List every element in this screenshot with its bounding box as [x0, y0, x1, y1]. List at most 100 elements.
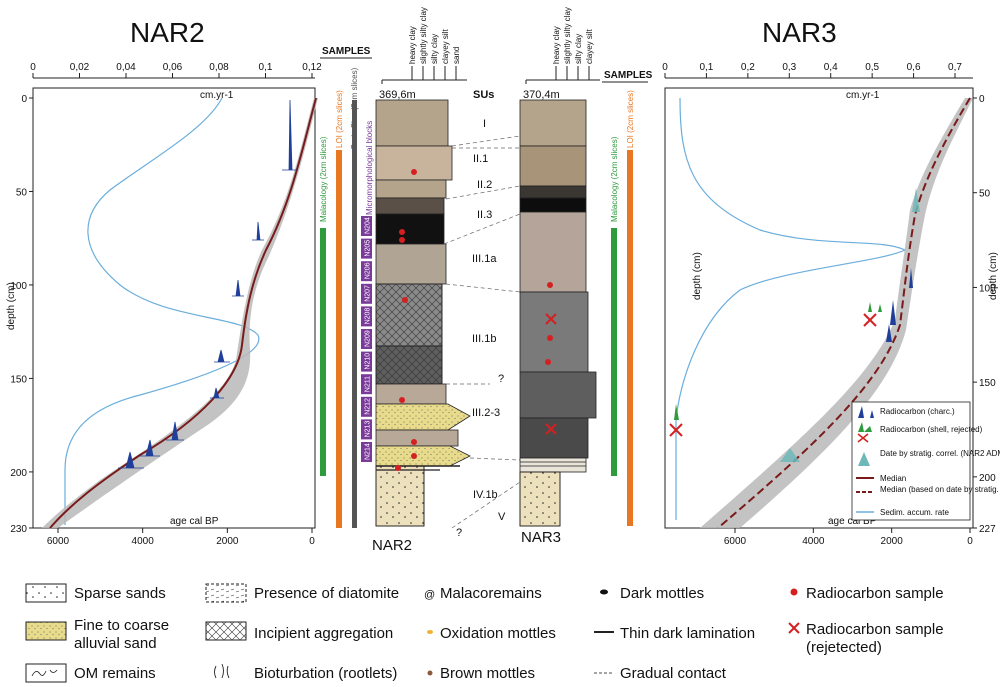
- nar3-top-tick-label: 0,3: [782, 62, 796, 73]
- grain-scale-label: silty clay: [574, 34, 583, 64]
- micromorph-block: [361, 442, 372, 462]
- svg-text:Dark mottles: Dark mottles: [620, 585, 704, 602]
- nar2-median-curve: [49, 97, 317, 529]
- svg-text:V: V: [498, 511, 506, 523]
- nar2-depth-axis: 0 50 100 150 200 230 depth (cm): [6, 94, 33, 535]
- grain-scale-nar2: heavy clay slightly silty clay silty clay c…: [381, 7, 467, 84]
- nar3-bottom-axis: 6000 4000 2000 0 age cal BP: [724, 516, 973, 547]
- nar3-top-tick-label: 0,5: [865, 62, 879, 73]
- nar3-bottom-tick-label: 6000: [724, 536, 747, 547]
- svg-text:Incipient aggregation: Incipient aggregation: [254, 625, 393, 642]
- sus-header: SUs: [473, 89, 494, 101]
- nar3-top-tick-label: 0,6: [907, 62, 921, 73]
- nar3-radiocarbon-samples: [545, 282, 553, 365]
- nar2-depth-label: depth (cm): [6, 282, 17, 330]
- svg-text:Oxidation mottles: Oxidation mottles: [440, 625, 556, 642]
- bioturbation-icon: [214, 663, 230, 679]
- oxidation-mottles-icon: [427, 630, 433, 634]
- radiocarbon-rejected-icon: [788, 622, 800, 634]
- grain-size-label: Grain Size (2cm slices): [350, 67, 359, 150]
- nar2-depth-tick-label: 200: [10, 468, 27, 479]
- micromorph-block-label: N210: [365, 353, 372, 370]
- svg-text:Thin dark lamination: Thin dark lamination: [620, 625, 755, 642]
- nar2-depth-tick-label: 0: [21, 94, 27, 105]
- nar3-top-tick-label: 0,4: [824, 62, 838, 73]
- nar2-depth-tick-label: 50: [16, 187, 28, 198]
- grain-scale-label: slightly silty clay: [563, 7, 572, 64]
- nar2-top-tick-label: 0,08: [209, 62, 229, 73]
- nar3-depth-label-inner: depth (cm): [692, 252, 703, 300]
- nar3-bottom-tick-label: 0: [967, 536, 973, 547]
- symbol-legend: Sparse sands Presence of diatomite @ Mal…: [25, 583, 944, 683]
- svg-text:Median (based on date by strat: Median (based on date by stratig. correl…: [880, 485, 1000, 494]
- nar3-elevation: 370,4m: [523, 89, 560, 101]
- svg-text:III.2-3: III.2-3: [472, 407, 500, 419]
- nar2-top-tick-label: 0,12: [302, 62, 322, 73]
- svg-text:II.1: II.1: [473, 153, 488, 165]
- nar3-median-curve: [717, 97, 971, 529]
- nar3-loi-label: LOI (2cm slices): [626, 90, 635, 148]
- grain-scale-nar3: heavy clay slightly silty clay silty clay c…: [525, 7, 600, 84]
- micromorph-block-label: N205: [365, 240, 372, 257]
- nar2-age-depth-panel: NAR2 0 0,02 0,04 0,06 0,08 0,1 0,12 cm.yr-1 60…: [6, 17, 374, 547]
- nar3-depth-tick-label: 150: [979, 378, 996, 389]
- nar2-radiocarbon-samples: [395, 169, 417, 471]
- nar3-malacology-bar: [611, 228, 617, 476]
- svg-text:II.3: II.3: [477, 209, 492, 221]
- nar3-bottom-tick-label: 4000: [802, 536, 825, 547]
- grain-scale-label: silty clay: [430, 34, 439, 64]
- legend-rejected-icon: [857, 433, 869, 443]
- svg-text:Radiocarbon (charc.): Radiocarbon (charc.): [880, 407, 955, 416]
- legend-radiocarbon-icon: [858, 406, 874, 418]
- nar2-top-tick-label: 0,1: [259, 62, 273, 73]
- micromorph-block: [361, 306, 372, 327]
- nar2-depth-tick-label: 150: [10, 374, 27, 385]
- svg-text:Date by stratig. correl. (NAR2: Date by stratig. correl. (NAR2 ADM): [880, 449, 1000, 458]
- micromorph-label: Micromorphological blocks: [365, 121, 374, 215]
- nar2-bottom-axis-unit: age cal BP: [170, 516, 219, 527]
- micromorph-block-label: N204: [365, 217, 372, 234]
- svg-text:III.1b: III.1b: [472, 333, 496, 345]
- nar2-top-tick-label: 0,04: [116, 62, 136, 73]
- svg-text:Median: Median: [880, 474, 906, 483]
- svg-text:Sparse sands: Sparse sands: [74, 585, 166, 602]
- rejected-label-2: (rejetected): [806, 639, 882, 656]
- nar3-correlated-dates: [760, 188, 930, 462]
- nar3-depth-tick-label: 0: [979, 94, 985, 105]
- nar2-accum-rate-curve: [64, 97, 260, 525]
- stratigraphic-columns: heavy clay slightly silty clay silty clay c…: [372, 7, 653, 554]
- micromorph-block: [361, 419, 372, 440]
- micromorph-block: [361, 261, 372, 282]
- samples-header-left: SAMPLES: [322, 46, 371, 57]
- micromorph-block-label: N209: [365, 330, 372, 347]
- nar3-depth-tick-label: 100: [979, 283, 996, 294]
- micromorph-block-label: N208: [365, 308, 372, 325]
- svg-text:IV.1b: IV.1b: [473, 489, 498, 501]
- samples-header-right: SAMPLES: [604, 70, 653, 81]
- nar3-top-tick-label: 0: [662, 62, 668, 73]
- nar2-depth-tick-label: 100: [10, 281, 27, 292]
- svg-text:Gradual contact: Gradual contact: [620, 665, 727, 682]
- svg-text:II.2: II.2: [477, 179, 492, 191]
- nar2-plot-frame: [32, 87, 316, 529]
- alluvial-sand-icon: [25, 621, 67, 641]
- malacoremains-icon: @: [424, 589, 435, 601]
- nar3-malacology-label: Malacology (2cm slices): [610, 136, 619, 222]
- nar2-bottom-tick-label: 6000: [47, 536, 70, 547]
- svg-text:Malacoremains: Malacoremains: [440, 585, 542, 602]
- nar3-depth-label: depth (cm): [988, 252, 999, 300]
- micromorph-block: [361, 329, 372, 349]
- nar2-bottom-axis: 6000 4000 2000 0 age cal BP: [47, 516, 315, 547]
- svg-text:?: ?: [498, 373, 504, 385]
- nar2-bottom-tick-label: 2000: [216, 536, 239, 547]
- micromorph-block-label: N213: [365, 421, 372, 438]
- micromorph-block: [361, 238, 372, 259]
- grain-scale-label: slightly silty clay: [419, 7, 428, 64]
- malacology-label: Malacology (2cm slices): [319, 136, 328, 222]
- svg-text:Bioturbation (rootlets): Bioturbation (rootlets): [254, 665, 397, 682]
- brown-mottles-icon: [427, 670, 433, 676]
- nar3-age-depth-panel: NAR3 0 0,1 0,2 0,3 0,4 0,5 0,6 0,7 cm.yr-1 6000…: [662, 17, 1000, 547]
- om-remains-icon: [25, 663, 67, 683]
- micromorph-block: [361, 216, 372, 236]
- nar2-column-label: NAR2: [372, 537, 412, 554]
